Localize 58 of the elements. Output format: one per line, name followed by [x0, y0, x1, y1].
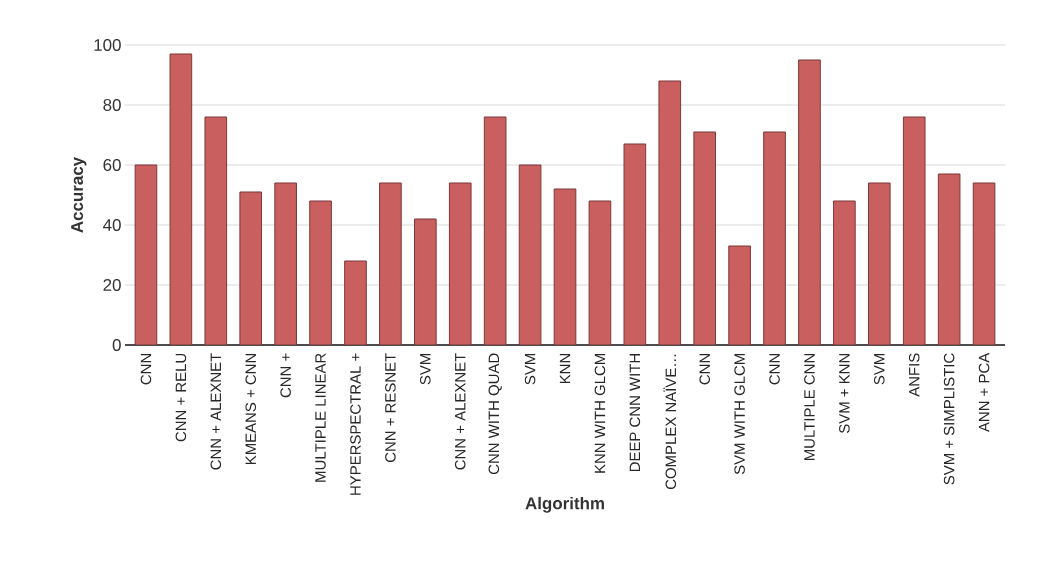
x-tick-label: DEEP CNN WITH — [629, 354, 641, 472]
bar — [937, 173, 961, 345]
x-tick-label: MULTIPLE LINEAR — [315, 353, 326, 482]
x-tick-label: CNN + RESNET — [385, 353, 396, 463]
x-tick-label: KNN WITH GLCM — [594, 354, 606, 473]
y-tick-label: 100 — [94, 39, 121, 51]
bar — [274, 182, 297, 345]
bar — [169, 53, 193, 345]
bar — [798, 59, 821, 345]
x-tick-label: CNN + ALEXNET — [210, 353, 222, 470]
bar — [588, 200, 612, 345]
x-tick-label: CNN WITH QUAD — [488, 353, 502, 475]
x-tick-label: SVM — [420, 354, 431, 385]
y-tick-label: 60 — [103, 159, 121, 171]
x-tick-label: CNN — [769, 354, 780, 385]
bar — [658, 80, 682, 345]
x-tick-label: SVM — [524, 354, 536, 385]
bar — [623, 143, 647, 345]
bar — [448, 182, 472, 345]
bar — [833, 200, 856, 345]
x-tick-label: ANN + PCA — [978, 352, 990, 433]
bar — [483, 116, 507, 345]
x-tick-label: CNN + ALEXNET — [454, 353, 466, 470]
x-tick-label: KMEANS + CNN — [245, 354, 256, 465]
bar — [728, 245, 751, 345]
bar — [379, 182, 402, 345]
y-axis-title: Accuracy — [71, 156, 87, 233]
x-tick-label: CNN — [699, 354, 710, 385]
x-tick-label: ANFIS — [908, 353, 920, 397]
bar — [553, 188, 577, 345]
bar — [867, 182, 891, 345]
bar — [204, 116, 228, 345]
bar — [134, 164, 158, 345]
bar — [344, 260, 367, 345]
bar — [972, 182, 996, 345]
x-tick-label: CNN + RELU — [175, 353, 187, 442]
x-tick-label: SVM WITH GLCM — [734, 354, 745, 475]
x-tick-label: HYPERSPECTRAL + — [350, 353, 361, 495]
x-tick-label: CNN + — [280, 353, 291, 398]
bar — [518, 164, 542, 345]
y-tick-label: 80 — [103, 99, 121, 111]
y-tick-label: 20 — [103, 279, 121, 291]
x-axis-title: Algorithm — [525, 496, 604, 513]
y-tick-label: 0 — [112, 339, 121, 351]
x-tick-label: SVM + SIMPLISTIC — [943, 353, 955, 485]
bar — [693, 131, 717, 345]
bar — [414, 218, 437, 345]
x-tick-label: COMPLEX NAÏVE… — [663, 354, 677, 490]
x-tick-label: CNN — [140, 354, 152, 385]
bar — [309, 200, 332, 345]
bar — [763, 131, 786, 345]
x-tick-label: SVM + KNN — [839, 354, 850, 434]
x-tick-label: KNN — [559, 354, 571, 384]
bar — [239, 191, 263, 345]
bar — [902, 116, 926, 345]
x-tick-label: SVM — [874, 354, 885, 385]
y-tick-label: 40 — [103, 219, 121, 231]
x-tick-label: MULTIPLE CNN — [804, 354, 815, 461]
